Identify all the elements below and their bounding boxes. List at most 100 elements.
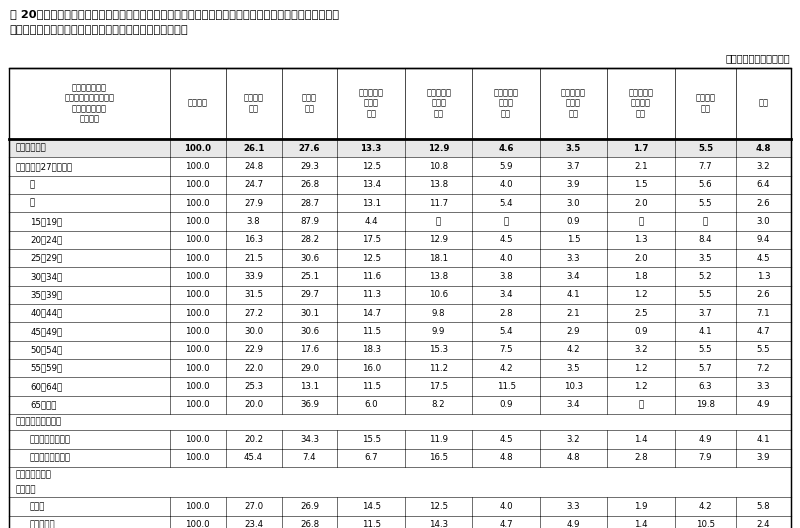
Text: 9.4: 9.4 [757, 235, 770, 244]
Text: 8.2: 8.2 [432, 400, 446, 409]
Text: ２か月以上
４か月
未満: ２か月以上 ４か月 未満 [426, 88, 451, 118]
Text: 100.0: 100.0 [186, 235, 210, 244]
Text: 0.9: 0.9 [499, 400, 513, 409]
Text: 4.7: 4.7 [499, 521, 513, 528]
Text: 25.1: 25.1 [300, 272, 319, 281]
Text: 11.2: 11.2 [429, 364, 448, 373]
Text: 20.0: 20.0 [244, 400, 263, 409]
Text: 100.0: 100.0 [186, 162, 210, 171]
Text: 26.8: 26.8 [300, 521, 319, 528]
Text: 17.5: 17.5 [429, 382, 448, 391]
Text: 4.1: 4.1 [698, 327, 712, 336]
Text: 21.5: 21.5 [244, 253, 263, 262]
Text: 4.8: 4.8 [499, 453, 513, 462]
Text: 1.5: 1.5 [634, 180, 648, 189]
Text: 55～59歳: 55～59歳 [30, 364, 62, 373]
Text: 100.0: 100.0 [186, 199, 210, 208]
Text: 24.7: 24.7 [244, 180, 263, 189]
Text: 10.8: 10.8 [429, 162, 448, 171]
Text: 3.7: 3.7 [698, 308, 712, 318]
Text: 3.8: 3.8 [499, 272, 513, 281]
Text: 1.4: 1.4 [634, 435, 648, 444]
Text: 4.8: 4.8 [756, 144, 771, 153]
Text: 27.6: 27.6 [298, 144, 320, 153]
Text: 4.0: 4.0 [499, 180, 513, 189]
Text: 26.8: 26.8 [300, 180, 319, 189]
Text: 87.9: 87.9 [300, 217, 319, 226]
Text: 20～24歳: 20～24歳 [30, 235, 62, 244]
Text: 2.6: 2.6 [757, 290, 770, 299]
Text: 2.1: 2.1 [634, 162, 648, 171]
Text: 4.9: 4.9 [566, 521, 580, 528]
Text: 65歳以上: 65歳以上 [30, 400, 57, 409]
Text: １０か月
以上: １０か月 以上 [695, 93, 715, 113]
Text: 5.8: 5.8 [757, 502, 770, 511]
Text: 4.5: 4.5 [499, 235, 513, 244]
Text: 女: 女 [30, 199, 35, 208]
Text: 11.3: 11.3 [362, 290, 381, 299]
Text: 12.5: 12.5 [362, 162, 381, 171]
Text: 17.6: 17.6 [300, 345, 319, 354]
Text: 100.0: 100.0 [186, 382, 210, 391]
Text: 31.5: 31.5 [244, 290, 263, 299]
Text: 3.2: 3.2 [634, 345, 648, 354]
Text: 13.3: 13.3 [361, 144, 382, 153]
Text: 100.0: 100.0 [186, 400, 210, 409]
Text: 2.8: 2.8 [634, 453, 648, 462]
Text: 正社員以外: 正社員以外 [30, 521, 56, 528]
Text: 25.3: 25.3 [244, 382, 263, 391]
Text: 100.0: 100.0 [186, 253, 210, 262]
Text: 4.0: 4.0 [499, 502, 513, 511]
Text: 現在の勤め先の: 現在の勤め先の [16, 470, 52, 479]
Text: 22.9: 22.9 [244, 345, 263, 354]
Text: 4.1: 4.1 [757, 435, 770, 444]
Text: 11.5: 11.5 [362, 327, 381, 336]
Text: 13.1: 13.1 [300, 382, 319, 391]
Text: 14.3: 14.3 [429, 521, 448, 528]
Text: 転職活動期間の有無: 転職活動期間の有無 [16, 418, 62, 427]
Text: 5.5: 5.5 [757, 345, 770, 354]
Text: 60～64歳: 60～64歳 [30, 382, 62, 391]
Text: 13.8: 13.8 [429, 180, 448, 189]
Text: 16.5: 16.5 [429, 453, 448, 462]
Text: 5.6: 5.6 [698, 180, 712, 189]
Text: 100.0: 100.0 [186, 502, 210, 511]
Text: 6.0: 6.0 [365, 400, 378, 409]
Text: 29.0: 29.0 [300, 364, 319, 373]
Text: 13.4: 13.4 [362, 180, 381, 189]
Text: 34.3: 34.3 [300, 435, 319, 444]
Text: 12.9: 12.9 [429, 235, 448, 244]
Text: 17.5: 17.5 [362, 235, 381, 244]
Text: 15～19歳: 15～19歳 [30, 217, 62, 226]
Text: 12.5: 12.5 [362, 253, 381, 262]
Text: 100.0: 100.0 [186, 290, 210, 299]
Text: 総　　　　数: 総 数 [16, 144, 46, 153]
Text: 16.0: 16.0 [362, 364, 381, 373]
Text: 35～39歳: 35～39歳 [30, 290, 62, 299]
Text: 1.4: 1.4 [634, 521, 648, 528]
Text: 30.6: 30.6 [300, 327, 319, 336]
Text: 3.2: 3.2 [757, 162, 770, 171]
Text: 6.3: 6.3 [698, 382, 712, 391]
Bar [10, 139, 790, 157]
Text: 7.4: 7.4 [302, 453, 316, 462]
Text: 100.0: 100.0 [186, 345, 210, 354]
Text: 前回（平成27年）総数: 前回（平成27年）総数 [16, 162, 73, 171]
Text: 16.3: 16.3 [244, 235, 263, 244]
Text: 3.4: 3.4 [566, 400, 580, 409]
Text: 7.7: 7.7 [698, 162, 712, 171]
Text: 8.4: 8.4 [698, 235, 712, 244]
Text: 5.9: 5.9 [499, 162, 513, 171]
Text: 0.9: 0.9 [566, 217, 580, 226]
Text: 4.2: 4.2 [566, 345, 580, 354]
Text: 23.4: 23.4 [244, 521, 263, 528]
Text: 2.8: 2.8 [499, 308, 513, 318]
Text: 2.1: 2.1 [566, 308, 580, 318]
Text: 27.9: 27.9 [244, 199, 263, 208]
Text: （単位：％）　令和２年: （単位：％） 令和２年 [726, 53, 790, 63]
Text: 表 20　性・年齢階級・転職活動期間の有無・現在の勤め先の就業形態、直前の勤め先を離職してから現: 表 20 性・年齢階級・転職活動期間の有無・現在の勤め先の就業形態、直前の勤め先… [10, 10, 338, 20]
Text: 11.5: 11.5 [362, 521, 381, 528]
Text: 性・年齢階級・
転職活動期間の有無・
現在の勤め先の
就業形態: 性・年齢階級・ 転職活動期間の有無・ 現在の勤め先の 就業形態 [65, 83, 114, 124]
Text: 3.4: 3.4 [566, 272, 580, 281]
Text: 5.4: 5.4 [499, 327, 513, 336]
